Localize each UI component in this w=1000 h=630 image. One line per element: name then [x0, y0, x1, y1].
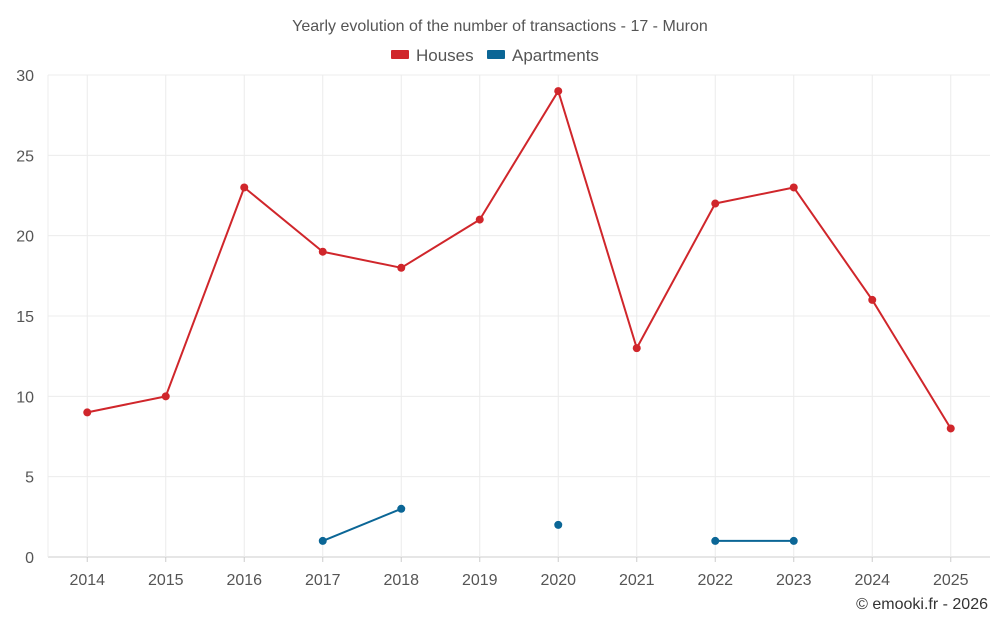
legend-swatch-apartments [487, 50, 505, 59]
y-tick-label: 30 [16, 68, 34, 85]
series-layer [83, 87, 955, 545]
data-point-apartments[interactable] [789, 536, 798, 545]
data-point-houses[interactable] [789, 183, 798, 192]
y-tick-label: 20 [16, 229, 34, 246]
series-houses [83, 87, 955, 433]
grid [47, 74, 990, 558]
data-point-houses[interactable] [868, 295, 877, 304]
data-point-houses[interactable] [554, 87, 563, 96]
legend-item-houses[interactable]: Houses [391, 46, 474, 65]
data-point-apartments[interactable] [711, 536, 720, 545]
x-tick-label: 2024 [854, 572, 890, 589]
data-point-houses[interactable] [161, 392, 170, 401]
legend-label-houses: Houses [416, 46, 474, 65]
x-tick-label: 2015 [148, 572, 184, 589]
x-tick-label: 2020 [540, 572, 576, 589]
y-tick-label: 0 [25, 550, 34, 567]
x-axis: 2014 2015 2016 2017 2018 2019 2020 2021 2022 2023… [69, 557, 969, 589]
data-point-apartments[interactable] [318, 536, 327, 545]
x-tick-label: 2017 [305, 572, 341, 589]
y-tick-label: 15 [16, 309, 34, 326]
data-point-houses[interactable] [475, 215, 484, 224]
x-tick-label: 2021 [619, 572, 655, 589]
legend-item-apartments[interactable]: Apartments [487, 46, 599, 65]
y-tick-label: 5 [25, 470, 34, 487]
data-point-houses[interactable] [632, 344, 641, 353]
chart-title: Yearly evolution of the number of transa… [292, 18, 708, 35]
x-tick-label: 2014 [69, 572, 105, 589]
data-point-houses[interactable] [711, 199, 720, 208]
data-point-apartments[interactable] [397, 504, 406, 513]
legend-swatch-houses [391, 50, 409, 59]
credit-text: © emooki.fr - 2026 [856, 596, 988, 613]
y-tick-label: 10 [16, 389, 34, 406]
legend: Houses Apartments [391, 46, 599, 65]
data-point-houses[interactable] [240, 183, 249, 192]
x-tick-label: 2016 [226, 572, 262, 589]
series-apartments [318, 504, 798, 545]
data-point-houses[interactable] [318, 247, 327, 256]
x-tick-label: 2019 [462, 572, 498, 589]
series-line-houses [87, 90, 952, 429]
data-point-houses[interactable] [946, 424, 955, 433]
x-tick-label: 2025 [933, 572, 969, 589]
data-point-apartments[interactable] [554, 520, 563, 529]
legend-label-apartments: Apartments [512, 46, 599, 65]
x-tick-label: 2022 [697, 572, 733, 589]
y-axis: 0 5 10 15 20 25 30 [16, 68, 34, 567]
series-line-apartments [322, 507, 402, 542]
data-point-houses[interactable] [83, 408, 92, 417]
y-tick-label: 25 [16, 148, 34, 165]
data-point-houses[interactable] [397, 263, 406, 272]
x-tick-label: 2023 [776, 572, 812, 589]
x-tick-label: 2018 [383, 572, 419, 589]
